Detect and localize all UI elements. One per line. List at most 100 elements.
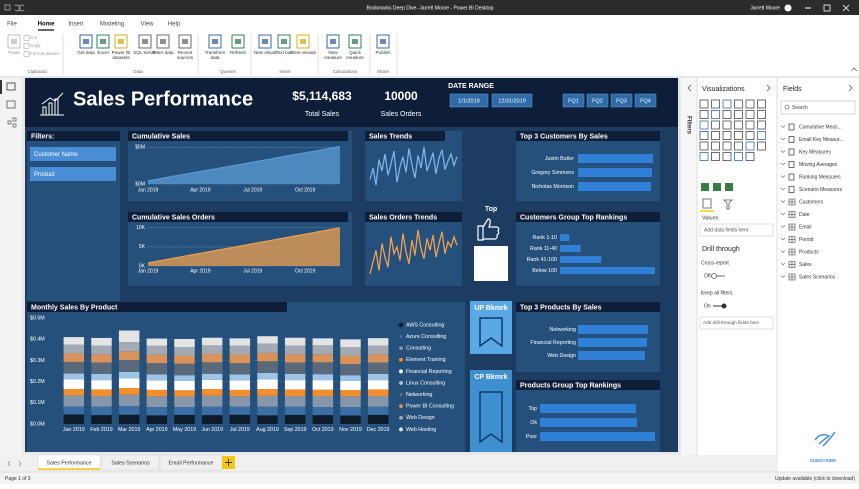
visual-type-icon[interactable] [745,99,755,109]
visual-type-icon[interactable] [757,99,766,109]
expand-chevron[interactable] [780,212,786,216]
quarter-label[interactable]: FQ4 [640,98,651,104]
quarter-label[interactable]: FQ2 [592,98,603,104]
field-table[interactable]: Moving Averages [799,162,838,168]
visual-type-icon[interactable] [699,120,709,130]
visual-type-icon[interactable] [699,99,709,109]
page-tab[interactable] [101,454,160,471]
visual-type-icon[interactable] [722,131,732,140]
quarter-button[interactable] [586,93,609,108]
visual-type-icon[interactable] [745,110,755,119]
custom-visual-icon[interactable] [725,183,733,191]
visual-type-icon[interactable] [699,152,709,161]
drill-well[interactable] [699,316,774,330]
ribbon-button-label[interactable]: Publish [375,50,391,55]
expand-chevron[interactable] [780,262,786,266]
field-table[interactable]: Key Measures [799,149,831,155]
expand-chevron[interactable] [780,175,786,178]
nav-data[interactable] [6,100,16,109]
expand-chevron[interactable] [780,137,786,141]
close-button[interactable] [842,4,850,12]
visual-type-icon[interactable] [734,131,743,140]
visual-type-icon[interactable] [722,99,732,109]
expand-chevron[interactable] [780,200,786,203]
bookmark-label[interactable]: CP Bkmrk [474,374,507,381]
visual-type-icon[interactable] [699,131,709,140]
custom-visual-icon[interactable] [713,183,721,191]
fields-well-tab[interactable] [702,198,712,209]
visual-type-icon[interactable] [711,131,720,140]
expand-chevron[interactable] [780,125,786,128]
field-table[interactable]: Date [799,212,810,218]
maximize-button[interactable] [823,4,831,12]
filter-button-label[interactable]: Product [34,172,55,178]
field-table[interactable]: Scenario Measures [799,187,843,193]
fields-expand[interactable] [848,84,853,92]
filters-tab-label[interactable]: Filters [685,116,691,135]
expand-chevron[interactable] [780,187,786,191]
ribbon-button-label[interactable]: SQL Server [133,50,157,55]
visual-type-icon[interactable] [711,141,720,151]
ribbon-button-label[interactable]: Power BI datasets [111,50,131,61]
end-date-box[interactable] [491,93,533,108]
visual-type-icon[interactable] [699,110,709,119]
bookmark-button[interactable] [470,301,512,354]
quarter-button[interactable] [610,93,633,108]
field-table[interactable]: Ranking Measures [799,174,841,180]
visual-type-icon[interactable] [745,152,755,161]
ribbon-button-label[interactable]: Refresh [229,50,247,55]
visualizations-expand[interactable] [766,84,771,92]
ribbon-button-label[interactable]: Transform data [204,50,226,61]
filter-button-label[interactable]: Customer Name [34,152,78,158]
ribbon-button-label[interactable]: Format painter [30,51,60,56]
start-date-box[interactable] [449,93,489,108]
visual-type-icon[interactable] [745,120,755,130]
ribbon-tab[interactable]: Modeling [100,22,124,28]
ribbon-button-label[interactable]: Get data [77,50,95,55]
toggle-knob[interactable] [711,273,717,279]
values-well[interactable] [699,223,774,237]
expand-chevron[interactable] [780,275,786,278]
subscribe-label[interactable]: SUBSCRIBE [810,458,837,463]
page-tab[interactable] [37,454,101,471]
toggle-knob[interactable] [721,303,727,309]
field-table[interactable]: Email Key Measur... [799,137,843,143]
ribbon-collapse[interactable] [850,67,858,72]
visual-type-icon[interactable] [757,110,766,119]
custom-visual-icon[interactable] [701,183,709,191]
page-tab-label[interactable]: Sales Performance [46,460,91,466]
nav-report[interactable] [6,82,16,91]
visual-type-icon[interactable] [734,99,743,109]
visual-type-icon[interactable] [734,120,743,130]
quarter-button[interactable] [562,93,585,108]
ribbon-button-label[interactable]: Paste [8,50,20,55]
ribbon-tab[interactable]: View [141,22,155,28]
visual-type-icon[interactable] [757,131,766,140]
visual-type-icon[interactable] [711,152,720,161]
visual-type-icon[interactable] [722,110,732,119]
quarter-button[interactable] [634,93,657,108]
visual-type-icon[interactable] [745,131,755,140]
filter-button[interactable] [30,147,116,161]
field-table[interactable]: Customers [799,199,824,205]
field-table[interactable]: Email [799,224,812,230]
end-date[interactable]: 12/31/2019 [498,98,526,104]
field-table[interactable]: Sales Scenarios [799,274,836,280]
ribbon-button-label[interactable]: Copy [30,43,41,48]
field-table[interactable]: Products [799,249,819,255]
field-table[interactable]: Cumulative Meas... [799,124,842,130]
quarter-label[interactable]: FQ1 [568,98,579,104]
ribbon-button-label[interactable]: Text box [275,50,293,55]
visual-type-icon[interactable] [711,120,720,130]
page-nav-prev[interactable] [7,460,11,467]
field-table[interactable]: Sales [799,262,812,268]
visual-type-icon[interactable] [734,110,743,119]
ribbon-button-label[interactable]: Cut [30,35,38,40]
expand-chevron[interactable] [780,237,786,241]
collapse-arrow[interactable] [687,84,692,92]
ribbon-tab[interactable]: Insert [68,22,83,28]
visual-type-icon[interactable] [745,141,755,151]
visual-type-icon[interactable] [711,99,720,109]
page-tab-label[interactable]: Email Performance [168,460,213,466]
expand-chevron[interactable] [780,162,786,166]
